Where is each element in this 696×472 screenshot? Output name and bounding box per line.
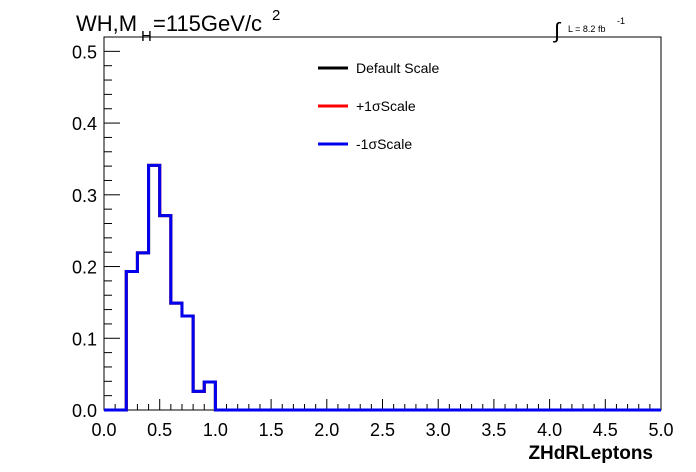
y-tick-label: 0.2 [72, 258, 97, 278]
x-tick-label: 5.0 [648, 420, 673, 440]
y-tick-label: 0.0 [72, 401, 97, 421]
x-tick-label: 1.0 [203, 420, 228, 440]
series-group [104, 163, 661, 412]
x-tick-label: 4.5 [593, 420, 618, 440]
x-tick-label: 3.5 [481, 420, 506, 440]
series-line [104, 163, 661, 412]
y-tick-label: 0.3 [72, 186, 97, 206]
y-tick-label: 0.5 [72, 42, 97, 62]
title-main: WH,M [76, 11, 137, 36]
x-axis-label: ZHdRLeptons [528, 443, 653, 464]
plot-frame [103, 36, 662, 411]
series-line [104, 163, 661, 412]
x-tick-label: 2.0 [314, 420, 339, 440]
luminosity-text: L = 8.2 fb [568, 24, 605, 34]
axes: 0.0 0.5 1.0 1.5 2.0 2.5 3.0 3.5 4.0 4.5 5.0 0.0 0.1 0… [72, 36, 674, 440]
x-tick-label: 0.0 [91, 420, 116, 440]
luminosity-label: ∫ L = 8.2 fb -1 [552, 16, 625, 43]
x-tick-label: 0.5 [147, 420, 172, 440]
legend-label: Default Scale [356, 60, 439, 76]
chart-title: WH,M H =115GeV/c 2 [76, 7, 280, 45]
legend: Default Scale +1σScale -1σScale [318, 60, 439, 152]
x-tick-label: 2.5 [370, 420, 395, 440]
legend-label: -1σScale [356, 136, 412, 152]
x-tick-label: 4.0 [537, 420, 562, 440]
y-tick-label: 0.1 [72, 329, 97, 349]
luminosity-superscript: -1 [617, 16, 625, 26]
y-tick-label: 0.4 [72, 114, 97, 134]
series-line [104, 163, 661, 412]
integral-icon: ∫ [552, 18, 562, 43]
legend-label: +1σScale [356, 98, 416, 114]
title-rest: =115GeV/c [153, 11, 262, 36]
x-tick-label: 3.0 [426, 420, 451, 440]
title-superscript: 2 [272, 7, 280, 24]
x-tick-label: 1.5 [259, 420, 284, 440]
